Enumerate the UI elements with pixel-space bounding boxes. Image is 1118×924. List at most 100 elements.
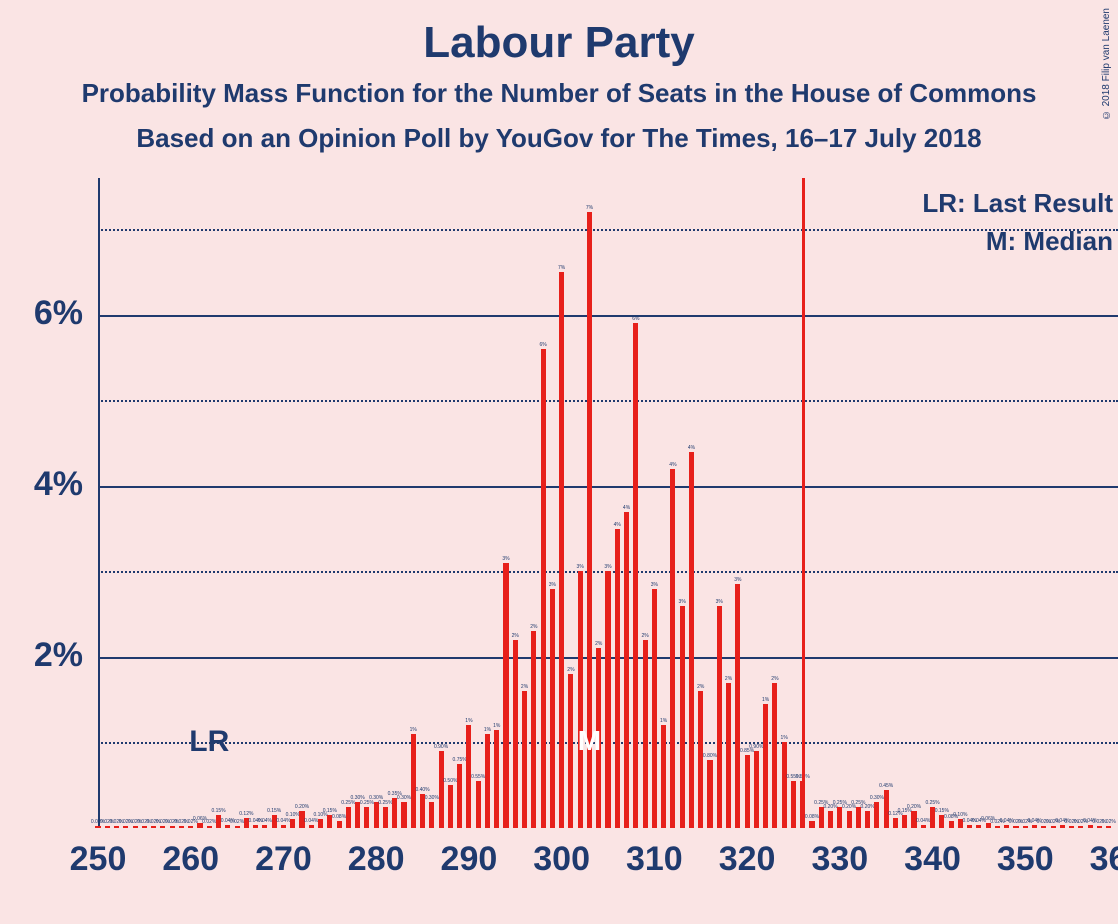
legend-m: M: Median <box>986 226 1113 257</box>
bar <box>670 469 675 828</box>
bar <box>652 589 657 828</box>
bar <box>1041 826 1046 828</box>
bar-value-label: 0.40% <box>415 787 429 793</box>
bar-value-label: 1% <box>493 723 500 729</box>
bar <box>1023 826 1028 828</box>
bar <box>235 826 240 828</box>
bar-value-label: 7% <box>558 265 565 271</box>
bar <box>1069 826 1074 828</box>
bar-value-label: 3% <box>604 564 611 570</box>
chart-subtitle-1: Probability Mass Function for the Number… <box>0 78 1118 109</box>
bar-value-label: 2% <box>595 641 602 647</box>
bar-value-label: 7% <box>586 205 593 211</box>
bar-value-label: 6% <box>632 316 639 322</box>
bar <box>355 802 360 828</box>
bar <box>151 826 156 828</box>
bar-value-label: 0.12% <box>239 811 253 817</box>
gridline-minor <box>98 400 1118 402</box>
pmf-chart: 2%4%6%2502602702802903003103203303403503… <box>98 178 1118 828</box>
bar-value-label: 2% <box>697 684 704 690</box>
bar <box>921 825 926 828</box>
bar <box>698 691 703 828</box>
bar-value-label: 0.90% <box>749 744 763 750</box>
bar-value-label: 0.04% <box>916 818 930 824</box>
bar <box>364 807 369 828</box>
bar <box>809 821 814 828</box>
bar-value-label: 0.04% <box>304 818 318 824</box>
bar-value-label: 0.45% <box>879 783 893 789</box>
x-tick-label: 290 <box>441 840 498 879</box>
bar <box>262 825 267 828</box>
bar <box>383 807 388 828</box>
bar <box>133 826 138 828</box>
bar-value-label: 1% <box>484 727 491 733</box>
bar-value-label: 3% <box>577 564 584 570</box>
x-tick-label: 270 <box>255 840 312 879</box>
m-marker: M <box>578 725 601 757</box>
bar <box>735 584 740 828</box>
lr-marker: LR <box>189 725 229 759</box>
bar <box>772 683 777 828</box>
y-tick-label: 6% <box>34 294 83 333</box>
bar <box>170 826 175 828</box>
bar <box>661 725 666 828</box>
bar-value-label: 0.20% <box>295 804 309 810</box>
bar <box>726 683 731 828</box>
bar <box>689 452 694 828</box>
bar-value-label: 4% <box>669 462 676 468</box>
bar <box>476 781 481 828</box>
legend-lr: LR: Last Result <box>922 188 1113 219</box>
bar <box>976 825 981 828</box>
bar-value-label: 0.02% <box>202 819 216 825</box>
bar <box>346 807 351 828</box>
bar <box>949 821 954 828</box>
bar-value-label: 3% <box>549 582 556 588</box>
bar <box>559 272 564 828</box>
bar <box>643 640 648 828</box>
bar <box>374 802 379 828</box>
bar-value-label: 0.30% <box>425 795 439 801</box>
x-tick-label: 330 <box>811 840 868 879</box>
bar-value-label: 3% <box>734 577 741 583</box>
bar <box>401 802 406 828</box>
bar-value-label: 2% <box>641 633 648 639</box>
bar <box>188 826 193 828</box>
bar <box>541 349 546 828</box>
bar <box>1078 826 1083 828</box>
bar-value-label: 2% <box>567 667 574 673</box>
bar-value-label: 0.20% <box>861 804 875 810</box>
x-tick-label: 260 <box>162 840 219 879</box>
bar-value-label: 2% <box>771 676 778 682</box>
bar <box>1051 826 1056 828</box>
bar-value-label: 2% <box>725 676 732 682</box>
bar <box>429 802 434 828</box>
bar <box>123 826 128 828</box>
bar-value-label: 1% <box>465 718 472 724</box>
bar <box>142 826 147 828</box>
gridline-major <box>98 315 1118 317</box>
bar <box>745 755 750 828</box>
bar <box>337 821 342 828</box>
bar-value-label: 0.08% <box>332 814 346 820</box>
bar <box>318 819 323 828</box>
bar <box>1106 826 1111 828</box>
bar-value-label: 3% <box>651 582 658 588</box>
bar <box>485 734 490 828</box>
x-tick-label: 300 <box>533 840 590 879</box>
bar <box>105 826 110 828</box>
bar-value-label: 0.50% <box>443 778 457 784</box>
bar <box>791 781 796 828</box>
bar <box>995 826 1000 828</box>
bar <box>680 606 685 828</box>
x-tick-label: 320 <box>719 840 776 879</box>
bar-value-label: 0.55% <box>471 774 485 780</box>
bar <box>847 811 852 828</box>
bar <box>893 818 898 828</box>
gridline-minor <box>98 229 1118 231</box>
x-tick-label: 310 <box>626 840 683 879</box>
chart-title: Labour Party <box>0 0 1118 68</box>
bar <box>411 734 416 828</box>
y-tick-label: 2% <box>34 636 83 675</box>
bar-value-label: 3% <box>679 599 686 605</box>
bar <box>902 815 907 828</box>
